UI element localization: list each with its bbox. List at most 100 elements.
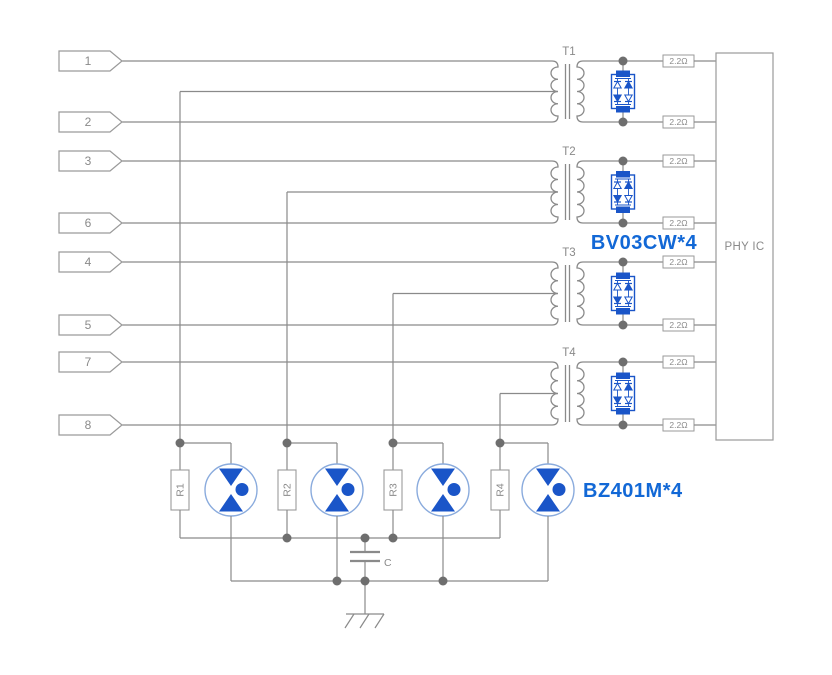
- tvs-terminal-top: [616, 372, 630, 379]
- junction-dot: [618, 420, 628, 430]
- gdt-dot: [341, 483, 355, 496]
- gdt-triangle-down: [431, 468, 455, 486]
- gdt-dot: [552, 483, 566, 496]
- pin-label: 2: [85, 115, 92, 129]
- tvs-body: [610, 275, 636, 312]
- transformer-label: T2: [562, 146, 575, 158]
- diode-icon: [623, 396, 634, 405]
- pin-group-1: 1: [58, 50, 552, 72]
- diode-icon: [612, 180, 623, 189]
- gdt-triangle-down: [219, 468, 243, 486]
- series-resistor-value: 2.2Ω: [669, 218, 687, 228]
- tvs-body: [610, 174, 636, 210]
- tvs-array-group: [610, 161, 636, 223]
- shunt-resistor-label: R4: [495, 483, 507, 497]
- transformer-group: T3: [392, 247, 585, 443]
- gdt-triangle-down: [536, 468, 560, 486]
- series-resistor-group: 2.2Ω: [662, 216, 695, 230]
- series-resistor-value: 2.2Ω: [669, 156, 687, 166]
- series-resistor-group: 2.2Ω: [662, 115, 695, 129]
- junction-dot: [618, 257, 628, 267]
- series-resistor-value: 2.2Ω: [669, 320, 687, 330]
- tvs-body: [610, 73, 636, 110]
- gdt-part-number-label: BZ401M*4: [583, 480, 683, 502]
- pin-label: 7: [85, 355, 92, 369]
- pin-label: 6: [85, 216, 92, 230]
- shunt-resistor-label: R3: [388, 483, 400, 497]
- junction-dot: [618, 320, 628, 330]
- tvs-terminal-bottom: [616, 308, 630, 315]
- diode-icon: [612, 195, 623, 204]
- tvs-terminal-bottom: [616, 106, 630, 113]
- junction-dot: [388, 438, 398, 448]
- pin-flag: [58, 111, 123, 133]
- pin-flag: [58, 414, 123, 436]
- phy-ic-group: PHY IC: [715, 52, 774, 441]
- shunt-resistor-label: R1: [175, 483, 187, 497]
- diode-icon: [612, 282, 623, 291]
- diode-icon: [623, 382, 634, 391]
- junction-dot: [360, 576, 370, 586]
- junction-dot: [495, 438, 505, 448]
- pin-flag: [58, 251, 123, 273]
- diode-icon: [612, 296, 623, 305]
- series-resistor-value: 2.2Ω: [669, 257, 687, 267]
- pin-group-4: 4: [58, 251, 552, 273]
- diode-icon: [623, 80, 634, 89]
- gdt-triangle-up: [219, 494, 243, 512]
- ground-hatch: [359, 613, 370, 629]
- diode-icon: [623, 195, 634, 204]
- gdt-triangle-down: [325, 468, 349, 486]
- junction-dot: [175, 438, 185, 448]
- protection-group: R4: [490, 442, 575, 581]
- diode-icon: [612, 94, 623, 103]
- ground-hatch: [344, 613, 355, 629]
- junction-dot: [618, 357, 628, 367]
- junction-dot: [618, 117, 628, 127]
- pin-flag: [58, 212, 123, 234]
- gdt-dot: [235, 483, 249, 496]
- pin-group-8: 8: [58, 414, 552, 436]
- diode-icon: [623, 94, 634, 103]
- pin-label: 1: [85, 54, 92, 68]
- tvs-terminal-bottom: [616, 206, 630, 213]
- secondary-winding: [576, 261, 585, 326]
- pin-label: 3: [85, 154, 92, 168]
- shunt-resistor-label: R2: [282, 483, 294, 497]
- junction-dot: [282, 438, 292, 448]
- tvs-array-group: [610, 262, 636, 325]
- transformer-group: T4: [499, 347, 585, 443]
- series-resistor-group: 2.2Ω: [662, 418, 695, 432]
- series-resistor-group: 2.2Ω: [662, 318, 695, 332]
- gdt-triangle-up: [431, 494, 455, 512]
- tvs-terminal-bottom: [616, 408, 630, 415]
- tvs-terminal-top: [616, 171, 630, 178]
- pin-flag: [58, 314, 123, 336]
- junction-dot: [618, 156, 628, 166]
- series-resistor-value: 2.2Ω: [669, 357, 687, 367]
- series-resistor-value: 2.2Ω: [669, 117, 687, 127]
- junction-dot: [282, 533, 292, 543]
- phy-ic-box: [715, 52, 774, 441]
- transformer-label: T3: [562, 247, 575, 259]
- junction-dot: [388, 533, 398, 543]
- pin-label: 8: [85, 418, 92, 432]
- transformer-group: T1: [179, 46, 585, 443]
- pin-flag: [58, 50, 123, 72]
- tvs-array-group: [610, 61, 636, 122]
- pin-group-7: 7: [58, 351, 552, 373]
- series-resistor-value: 2.2Ω: [669, 420, 687, 430]
- series-resistor-value: 2.2Ω: [669, 56, 687, 66]
- junction-dot: [332, 576, 342, 586]
- ground-hatch: [374, 613, 385, 629]
- pin-label: 5: [85, 318, 92, 332]
- junction-dot: [360, 533, 370, 543]
- pin-flag: [58, 351, 123, 373]
- junction-dot: [618, 218, 628, 228]
- protection-group: R2: [277, 442, 364, 581]
- ground-symbol: [344, 581, 385, 629]
- series-resistor-group: 2.2Ω: [662, 54, 695, 68]
- tvs-terminal-top: [616, 70, 630, 77]
- junction-dot: [438, 576, 448, 586]
